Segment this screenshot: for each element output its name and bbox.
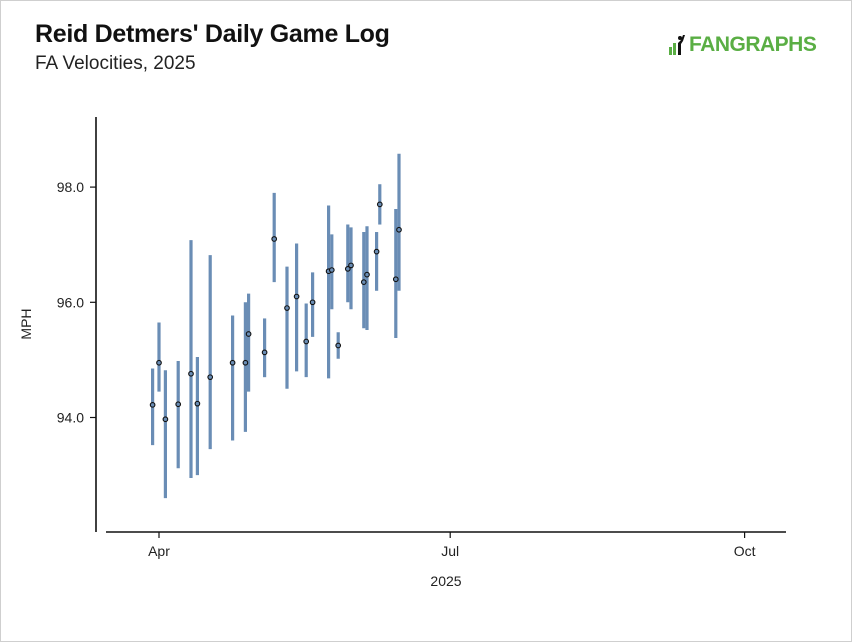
velocity-point[interactable]: [242, 359, 249, 366]
velocity-point[interactable]: [245, 331, 252, 337]
y-tick-label: 96.0: [57, 294, 84, 310]
velocity-point[interactable]: [284, 305, 290, 311]
velocity-point[interactable]: [392, 276, 399, 283]
velocity-point[interactable]: [175, 401, 182, 408]
x-axis-label: 2025: [430, 573, 461, 589]
velocity-point[interactable]: [328, 267, 335, 273]
chart-subtitle: FA Velocities, 2025: [35, 53, 196, 74]
velocity-point[interactable]: [293, 293, 300, 300]
x-tick-label: Apr: [148, 543, 170, 559]
velocity-point[interactable]: [156, 359, 162, 366]
velocity-point[interactable]: [229, 359, 236, 366]
batter-icon: [669, 35, 685, 55]
velocity-point[interactable]: [344, 266, 351, 272]
velocity-point[interactable]: [271, 236, 278, 242]
x-tick-label: Oct: [734, 543, 756, 559]
velocity-point[interactable]: [309, 299, 316, 306]
logo-text: FANGRAPHS: [689, 33, 817, 56]
velocity-point[interactable]: [360, 279, 367, 285]
velocity-point[interactable]: [149, 401, 156, 408]
fangraphs-logo: FANGRAPHS: [668, 32, 817, 58]
velocity-point[interactable]: [194, 400, 201, 407]
y-tick-label: 94.0: [57, 410, 84, 426]
velocity-point[interactable]: [396, 226, 402, 233]
x-axis-ticks: Apr Jul Oct: [148, 532, 756, 559]
velocity-point[interactable]: [376, 201, 383, 208]
velocity-point[interactable]: [207, 374, 214, 381]
velocity-point[interactable]: [303, 338, 310, 345]
y-tick-label: 98.0: [57, 179, 84, 195]
velocity-point[interactable]: [162, 416, 169, 423]
chart-marks: [149, 153, 402, 499]
velocity-point[interactable]: [373, 248, 380, 255]
y-axis-label: MPH: [18, 308, 34, 339]
velocity-point[interactable]: [364, 271, 370, 278]
chart-title: Reid Detmers' Daily Game Log: [35, 20, 390, 48]
velocity-point[interactable]: [188, 370, 194, 377]
x-tick-label: Jul: [441, 543, 459, 559]
y-axis-ticks: 94.0 96.0 98.0: [57, 179, 96, 426]
velocity-point[interactable]: [348, 262, 354, 269]
velocity-point[interactable]: [261, 349, 268, 356]
velocity-point[interactable]: [335, 342, 342, 349]
